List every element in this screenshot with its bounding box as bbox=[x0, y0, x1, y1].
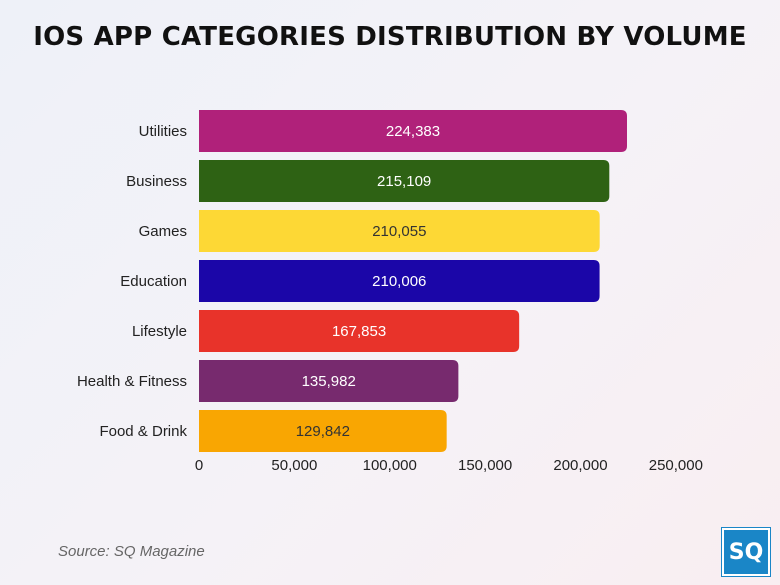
bar-value-label: 210,055 bbox=[372, 223, 426, 240]
bar-food-drink bbox=[199, 410, 447, 452]
bar-value-label: 129,842 bbox=[296, 423, 350, 440]
bar-games bbox=[199, 210, 600, 252]
category-label: Health & Fitness bbox=[77, 373, 187, 390]
bar-lifestyle bbox=[199, 310, 520, 352]
category-label: Food & Drink bbox=[99, 423, 187, 440]
chart-title: IOS APP CATEGORIES DISTRIBUTION BY VOLUM… bbox=[33, 22, 747, 52]
source-note: Source: SQ Magazine bbox=[58, 543, 205, 560]
x-tick-label: 0 bbox=[195, 457, 203, 474]
x-tick-label: 50,000 bbox=[271, 457, 317, 474]
sq-logo: SQ bbox=[721, 527, 771, 577]
bar-utilities bbox=[199, 110, 627, 152]
bar-value-label: 215,109 bbox=[377, 173, 431, 190]
bar-value-label: 224,383 bbox=[386, 123, 440, 140]
category-label: Education bbox=[120, 273, 187, 290]
bar-value-label: 210,006 bbox=[372, 273, 426, 290]
category-label: Lifestyle bbox=[132, 323, 187, 340]
x-tick-label: 100,000 bbox=[363, 457, 417, 474]
x-tick-label: 150,000 bbox=[458, 457, 512, 474]
bar-education bbox=[199, 260, 600, 302]
category-label: Business bbox=[126, 173, 187, 190]
bar-value-label: 167,853 bbox=[332, 323, 386, 340]
category-label: Utilities bbox=[139, 123, 187, 140]
category-label: Games bbox=[139, 223, 187, 240]
bar-business bbox=[199, 160, 610, 202]
bar-value-label: 135,982 bbox=[302, 373, 356, 390]
x-tick-label: 200,000 bbox=[553, 457, 607, 474]
bar-health-fitness bbox=[199, 360, 459, 402]
x-tick-label: 250,000 bbox=[649, 457, 703, 474]
